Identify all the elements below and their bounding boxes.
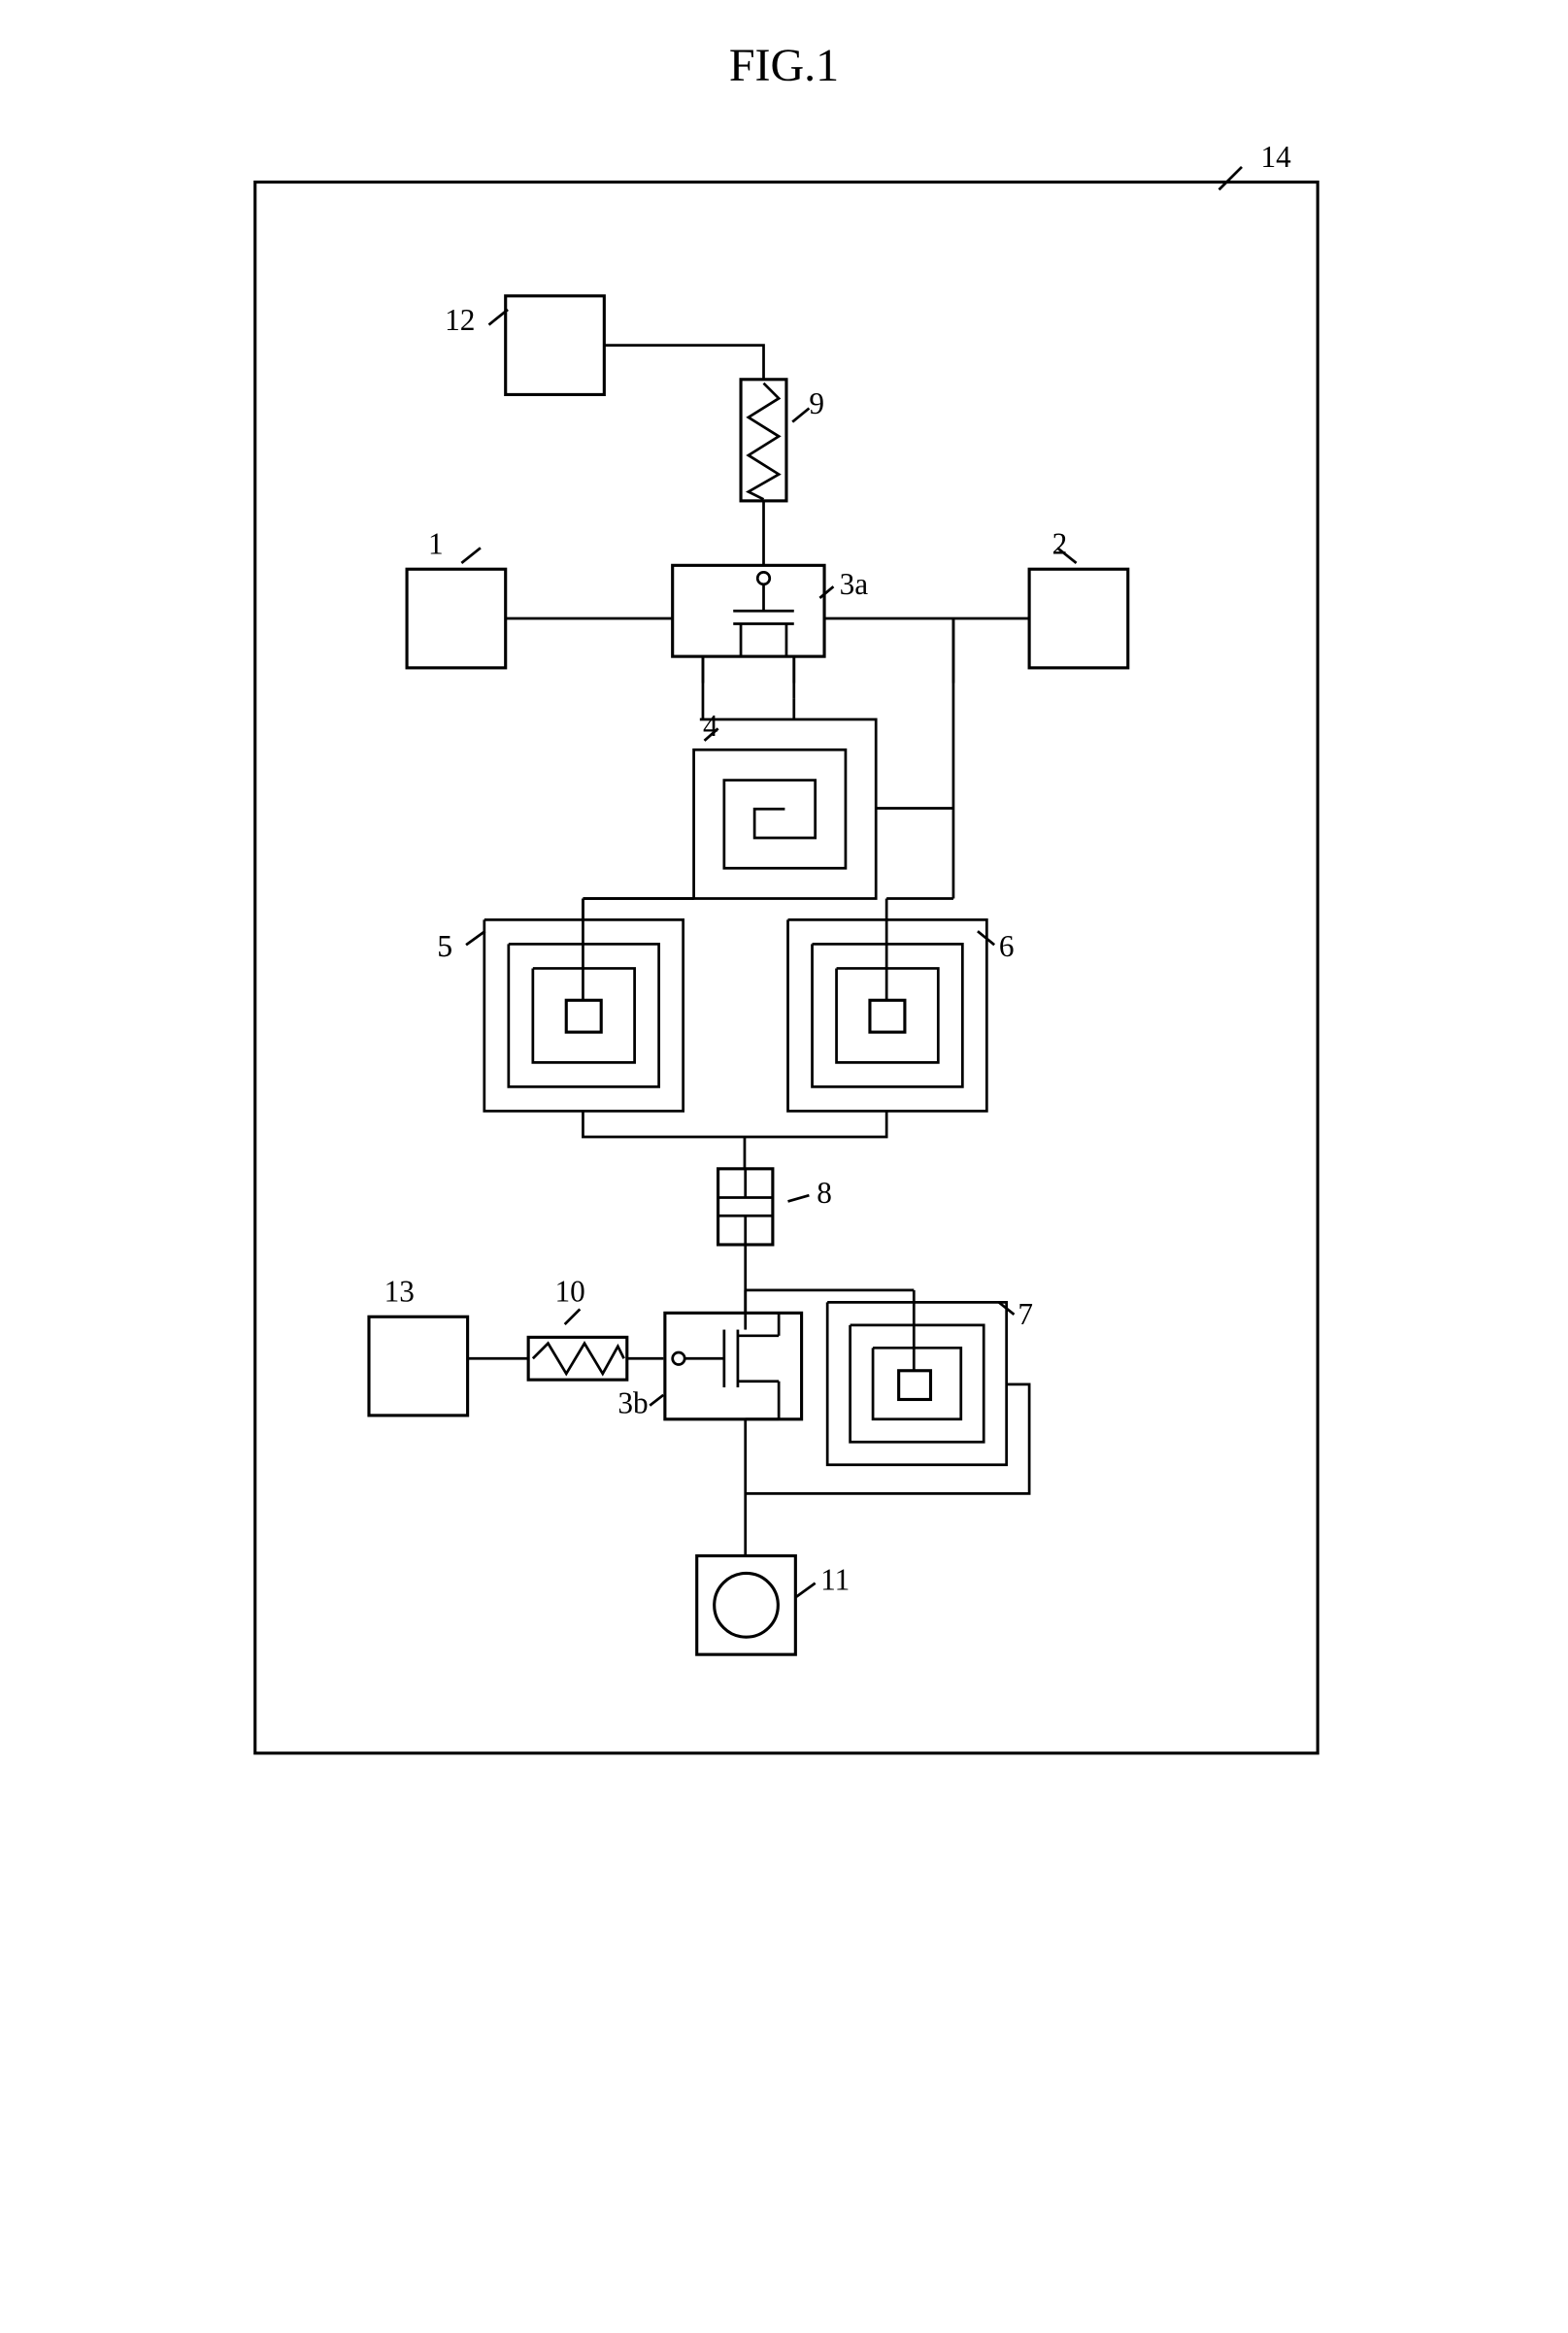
tick-3a bbox=[819, 586, 833, 598]
label-4b: 4 bbox=[702, 709, 717, 743]
resistor-9 bbox=[741, 380, 786, 501]
label-14: 14 bbox=[1260, 140, 1291, 174]
diagram-container: 14 12 9 1 2 3a bbox=[39, 121, 1529, 1791]
tick-9 bbox=[792, 409, 809, 422]
spiral-7 bbox=[827, 1302, 1006, 1464]
label-12: 12 bbox=[445, 303, 475, 337]
pad-12 bbox=[505, 296, 604, 395]
pad-1 bbox=[407, 569, 506, 668]
label-13: 13 bbox=[384, 1275, 414, 1309]
wire-12-to-9 bbox=[604, 346, 763, 380]
resistor-10 bbox=[528, 1337, 627, 1380]
label-5b: 5 bbox=[437, 929, 452, 963]
tick-10 bbox=[564, 1309, 580, 1324]
pad-13 bbox=[368, 1316, 467, 1416]
label-7: 7 bbox=[1018, 1297, 1033, 1331]
fet-3b bbox=[664, 1313, 801, 1418]
tick-3b bbox=[650, 1395, 663, 1406]
pad-11 bbox=[696, 1556, 795, 1655]
label-3b: 3b bbox=[617, 1386, 648, 1420]
figure-title: FIG.1 bbox=[39, 39, 1529, 92]
label-9: 9 bbox=[809, 386, 824, 420]
label-6b: 6 bbox=[998, 929, 1014, 963]
label-3a: 3a bbox=[839, 567, 868, 601]
w-7-wrap bbox=[745, 1384, 1028, 1494]
tick-1 bbox=[461, 548, 481, 563]
label-1: 1 bbox=[427, 527, 443, 561]
pad-2 bbox=[1029, 569, 1128, 668]
tick-11 bbox=[796, 1583, 816, 1597]
label-2: 2 bbox=[1051, 527, 1067, 561]
circuit-diagram: 14 12 9 1 2 3a bbox=[202, 121, 1367, 1791]
border-tick bbox=[1218, 167, 1241, 189]
label-8: 8 bbox=[817, 1176, 832, 1210]
label-10: 10 bbox=[554, 1275, 584, 1309]
label-11: 11 bbox=[820, 1563, 850, 1597]
fet-3a bbox=[672, 565, 823, 656]
capacitor-8 bbox=[717, 1169, 772, 1245]
tick-8 bbox=[787, 1195, 809, 1201]
